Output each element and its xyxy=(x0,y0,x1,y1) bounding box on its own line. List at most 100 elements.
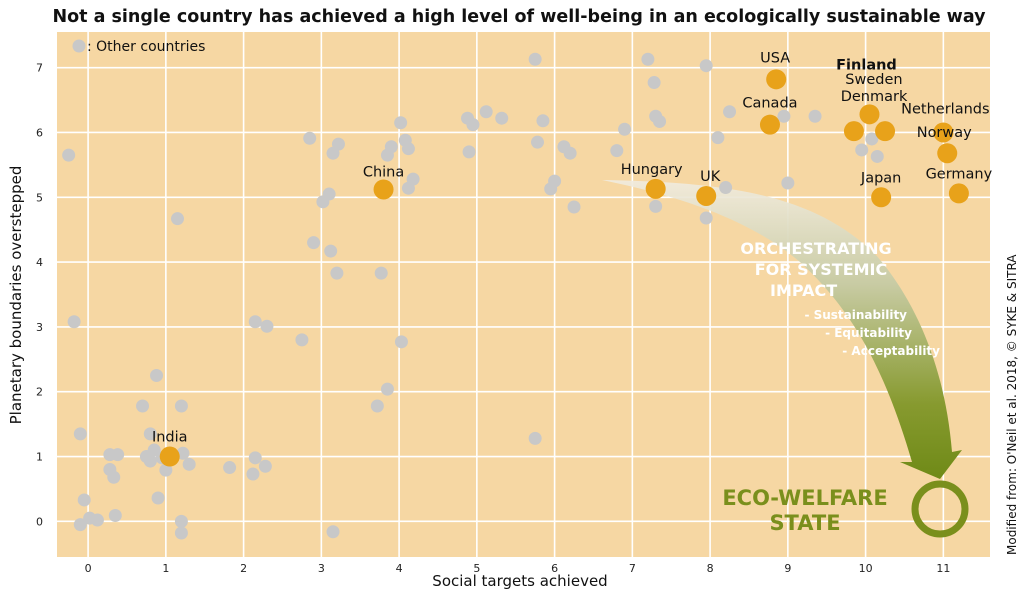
x-tick-label: 3 xyxy=(318,562,325,575)
y-tick-label: 5 xyxy=(36,191,43,204)
other-country-point xyxy=(699,211,713,225)
other-country-point xyxy=(536,114,550,128)
other-country-point xyxy=(182,457,196,471)
other-country-point xyxy=(380,382,394,396)
y-tick-label: 1 xyxy=(36,451,43,464)
eco-welfare-label-line-2: STATE xyxy=(769,511,840,535)
other-country-point xyxy=(151,491,165,505)
finland-point xyxy=(859,104,880,125)
other-country-point xyxy=(870,149,884,163)
x-tick-label: 4 xyxy=(396,562,403,575)
other-country-point xyxy=(649,199,663,213)
other-country-point xyxy=(647,76,661,90)
other-country-point xyxy=(248,451,262,465)
x-tick-label: 6 xyxy=(551,562,558,575)
orchestrating-line-3: IMPACT xyxy=(770,281,837,300)
germany-label: Germany xyxy=(926,166,993,182)
other-country-point xyxy=(495,111,509,125)
other-country-point xyxy=(303,131,317,145)
other-country-point xyxy=(174,399,188,413)
other-country-point xyxy=(62,148,76,162)
acceptability-item: - Acceptability xyxy=(842,344,940,358)
india-point xyxy=(159,446,180,467)
other-country-point xyxy=(548,174,562,188)
other-country-point xyxy=(479,105,493,119)
y-axis-label: Planetary boundaries overstepped xyxy=(7,166,25,425)
other-country-point xyxy=(808,109,822,123)
denmark-point xyxy=(875,121,896,142)
uk-label: UK xyxy=(700,169,721,185)
other-country-point xyxy=(528,431,542,445)
other-country-point xyxy=(723,105,737,119)
other-country-point xyxy=(781,176,795,190)
other-country-point xyxy=(73,427,87,441)
other-country-point xyxy=(73,518,87,532)
x-tick-label: 11 xyxy=(936,562,950,575)
y-tick-label: 3 xyxy=(36,321,43,334)
germany-point xyxy=(948,183,969,204)
hungary-label: Hungary xyxy=(621,162,683,178)
other-country-point xyxy=(260,319,274,333)
other-country-point xyxy=(159,463,173,477)
x-tick-label: 2 xyxy=(240,562,247,575)
other-country-point xyxy=(258,459,272,473)
other-country-point xyxy=(174,514,188,528)
y-tick-label: 0 xyxy=(36,515,43,528)
other-country-point xyxy=(719,181,733,195)
y-tick-label: 7 xyxy=(36,62,43,75)
systemic-impact-arrow xyxy=(602,180,962,479)
other-country-point xyxy=(107,470,121,484)
x-tick-label: 1 xyxy=(162,562,169,575)
other-country-point xyxy=(466,118,480,132)
hungary-point xyxy=(645,178,666,199)
other-country-point xyxy=(77,493,91,507)
usa-point xyxy=(766,69,787,90)
other-country-point xyxy=(711,131,725,145)
equitability-item: - Equitability xyxy=(825,326,912,340)
other-country-point xyxy=(406,172,420,186)
other-country-point xyxy=(223,461,237,475)
other-country-point xyxy=(307,236,321,250)
other-country-point xyxy=(111,448,125,462)
x-tick-label: 7 xyxy=(629,562,636,575)
other-country-point xyxy=(171,212,185,226)
sweden-point xyxy=(843,121,864,142)
japan-point xyxy=(871,187,892,208)
other-country-point xyxy=(384,140,398,154)
other-country-point xyxy=(370,399,384,413)
x-tick-label: 5 xyxy=(473,562,480,575)
y-tick-labels: 0 1 2 3 4 5 6 7 xyxy=(36,62,43,529)
highlighted-countries: India China Hungary UK USA Canada FinlandSwede… xyxy=(152,50,993,467)
other-country-point xyxy=(150,369,164,383)
other-country-point xyxy=(324,244,338,258)
other-country-point xyxy=(248,315,262,329)
norway-point xyxy=(937,143,958,164)
china-label: China xyxy=(363,165,404,181)
other-country-point xyxy=(563,146,577,160)
other-country-point xyxy=(855,143,869,157)
chart-title: Not a single country has achieved a high… xyxy=(52,7,986,27)
other-country-point xyxy=(67,315,81,329)
x-tick-label: 0 xyxy=(85,562,92,575)
other-country-point xyxy=(641,52,655,66)
x-tick-labels: 0 1 2 3 4 5 6 7 8 9 10 11 xyxy=(85,562,951,575)
other-country-point xyxy=(610,144,624,158)
other-country-point xyxy=(331,137,345,151)
credit-text: Modified from: O'Neil et al. 2018, © SYK… xyxy=(1005,254,1019,555)
other-country-point xyxy=(174,526,188,540)
other-country-point xyxy=(865,132,879,146)
other-countries-points xyxy=(62,52,884,540)
other-country-point xyxy=(401,142,415,156)
other-country-point xyxy=(330,266,344,280)
china-point xyxy=(373,179,394,200)
eco-welfare-target-ring xyxy=(911,480,969,538)
norway-label: Norway xyxy=(917,125,972,141)
other-country-point xyxy=(90,513,104,527)
other-country-point xyxy=(394,335,408,349)
usa-label: USA xyxy=(760,50,790,66)
other-country-point xyxy=(143,454,157,468)
other-country-point xyxy=(530,135,544,149)
other-country-point xyxy=(653,114,667,128)
other-country-point xyxy=(528,52,542,66)
netherlands-point xyxy=(933,122,954,143)
